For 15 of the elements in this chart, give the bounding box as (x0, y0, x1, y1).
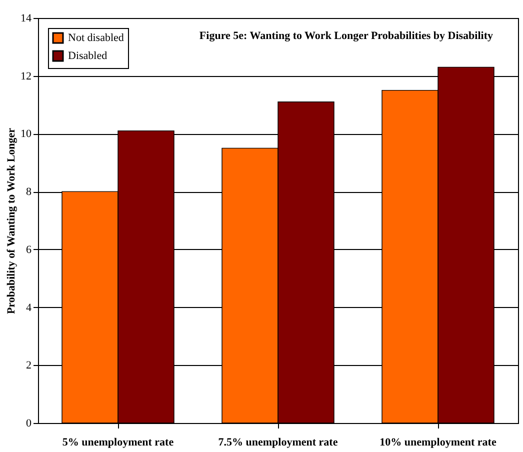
y-tick-label: 0 (26, 418, 32, 430)
y-tick-label: 6 (26, 244, 32, 256)
y-tick-label: 14 (20, 12, 32, 24)
y-tick-label: 8 (26, 186, 32, 198)
y-tick-label: 10 (20, 128, 32, 140)
legend-label: Disabled (68, 50, 108, 62)
text: Figure 5e: Wanting to Work Longer Probabilities by Disability (199, 30, 494, 42)
legend-label: Not disabled (68, 32, 124, 44)
x-tick-label: 5% unemployment rate (62, 436, 174, 448)
y-tick-label: 4 (26, 302, 32, 314)
x-tick-label: 7.5% unemployment rate (218, 436, 338, 448)
x-tick-label: 10% unemployment rate (380, 436, 496, 448)
y-axis-title: Probability of Wanting to Work Longer (6, 128, 18, 314)
y-tick-label: 12 (20, 70, 32, 82)
y-tick-label: 2 (26, 360, 32, 372)
